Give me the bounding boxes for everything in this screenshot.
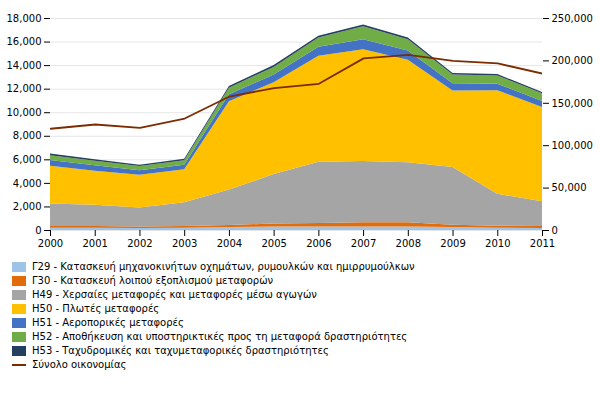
svg-text:2004: 2004 [217, 238, 242, 249]
html-text:Η49 - Χερσαίες μεταφορές και μ: Η49 - Χερσαίες μεταφορές και μεταφορές μ… [32, 289, 317, 300]
html-text:Γ30 - Κατασκευή λοιπού εξοπλισ: Γ30 - Κατασκευή λοιπού εξοπλισμού μεταφο… [32, 275, 274, 286]
svg-text:250,000: 250,000 [552, 13, 593, 24]
svg-text:2000: 2000 [38, 238, 63, 249]
svg-text:18,000: 18,000 [7, 13, 42, 24]
svg-text:6,000: 6,000 [13, 154, 42, 165]
svg-text:16,000: 16,000 [7, 36, 42, 47]
svg-text:50,000: 50,000 [552, 182, 587, 193]
svg-text:2006: 2006 [306, 238, 331, 249]
svg-text:10,000: 10,000 [7, 107, 42, 118]
svg-text:2005: 2005 [261, 238, 286, 249]
html-text:Σύνολο οικονομίας: Σύνολο οικονομίας [32, 359, 127, 370]
svg-text:2008: 2008 [396, 238, 421, 249]
svg-text:8,000: 8,000 [13, 130, 42, 141]
svg-text:0: 0 [35, 225, 41, 236]
svg-text:0: 0 [552, 225, 558, 236]
html-text:Η51 - Αεροπορικές μεταφορές: Η51 - Αεροπορικές μεταφορές [32, 317, 184, 328]
svg-text:12,000: 12,000 [7, 83, 42, 94]
svg-text:2003: 2003 [172, 238, 197, 249]
svg-text:2007: 2007 [351, 238, 376, 249]
svg-text:200,000: 200,000 [552, 55, 593, 66]
svg-text:2009: 2009 [440, 238, 465, 249]
svg-text:2010: 2010 [485, 238, 510, 249]
html-text:Η53 - Ταχυδρομικές και ταχυμετ: Η53 - Ταχυδρομικές και ταχυμεταφορικές δ… [32, 345, 329, 356]
svg-text:2002: 2002 [127, 238, 152, 249]
html-text:Η50 - Πλωτές μεταφορές: Η50 - Πλωτές μεταφορές [32, 303, 160, 314]
svg-text:2001: 2001 [83, 238, 108, 249]
svg-text:2,000: 2,000 [13, 201, 42, 212]
svg-text:100,000: 100,000 [552, 140, 593, 151]
svg-text:14,000: 14,000 [7, 60, 42, 71]
html-text:Η52 - Αποθήκευση και υποστηρικ: Η52 - Αποθήκευση και υποστηρικτικές προς… [32, 331, 408, 342]
svg-text:150,000: 150,000 [552, 98, 593, 109]
html-text:Γ29 - Κατασκευή μηχανοκινήτων: Γ29 - Κατασκευή μηχανοκινήτων οχημάτων, … [32, 261, 415, 272]
svg-text:2011: 2011 [530, 238, 555, 249]
svg-text:4,000: 4,000 [13, 178, 42, 189]
